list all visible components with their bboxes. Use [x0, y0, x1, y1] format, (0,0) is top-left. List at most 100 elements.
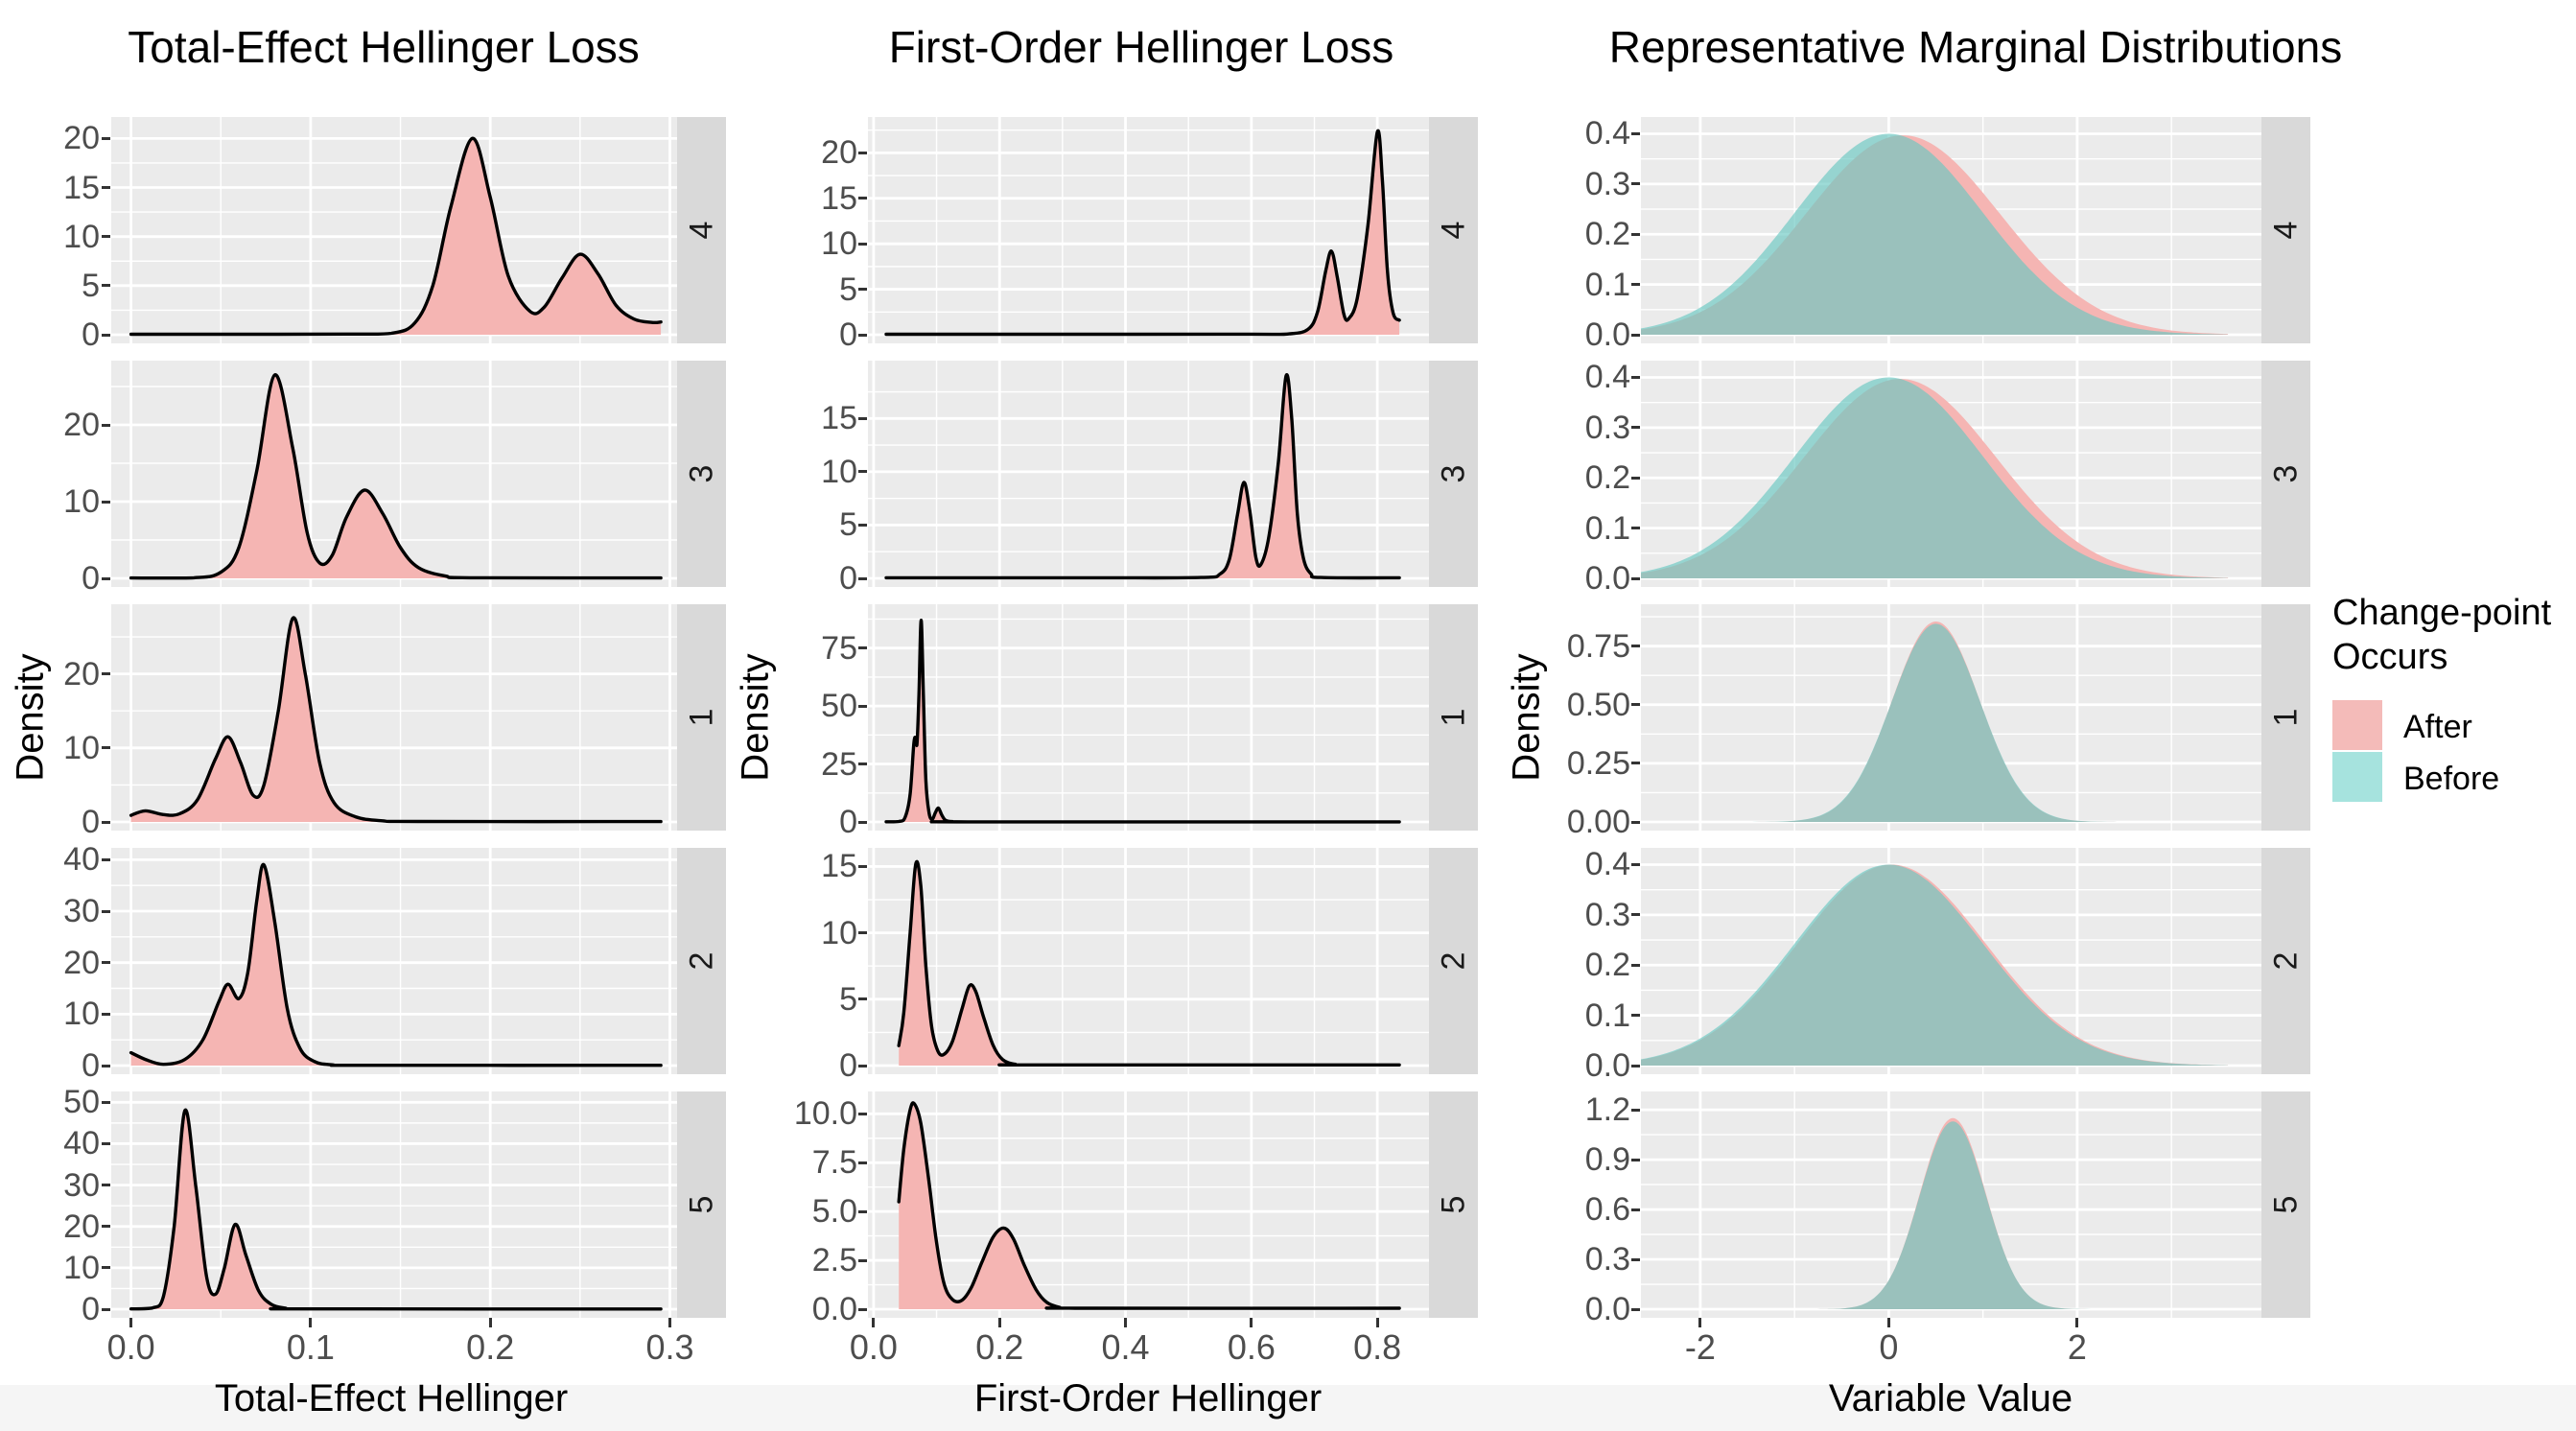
y-tick-label: 0.2: [1584, 459, 1630, 497]
y-tick-mark: [102, 1225, 110, 1229]
y-tick-label: 15: [63, 169, 100, 206]
density-plot-col2-facet-4: [868, 117, 1429, 343]
y-tick-label: 10: [63, 483, 100, 520]
y-tick-mark: [1631, 576, 1640, 580]
facet-strip-col2-4: 4: [1429, 117, 1478, 343]
y-tick-mark: [858, 523, 867, 527]
y-tick-mark: [1631, 1307, 1640, 1311]
facet-panel-col3-row4: [1641, 117, 2261, 343]
y-tick-label: 0.4: [1584, 359, 1630, 396]
x-tick-label: 0.0: [849, 1327, 898, 1367]
y-tick-label: 30: [63, 893, 100, 930]
y-tick-label: 5: [839, 270, 857, 308]
y-tick-mark: [102, 500, 110, 504]
y-tick-mark: [102, 820, 110, 824]
y-tick-label: 0.0: [1584, 317, 1630, 353]
facet-panel-col1-row4: [111, 117, 677, 343]
y-tick-mark: [858, 151, 867, 154]
facet-strip-label: 5: [2267, 1195, 2304, 1214]
x-tick-label: 0.0: [106, 1327, 155, 1367]
facet-strip-col1-1: 1: [677, 604, 726, 831]
y-tick-mark: [858, 416, 867, 420]
y-tick-mark: [102, 1064, 110, 1067]
density-plot-col2-facet-3: [868, 361, 1429, 587]
facet-strip-label: 3: [683, 464, 719, 483]
y-tick-mark: [1631, 182, 1640, 186]
plot-title-first-order: First-Order Hellinger Loss: [888, 22, 1394, 72]
facet-strip-label: 4: [1435, 221, 1471, 240]
x-tick-label: 0.1: [286, 1327, 335, 1367]
plot-title-marginals: Representative Marginal Distributions: [1608, 22, 2343, 72]
y-tick-mark: [858, 1258, 867, 1262]
y-tick-mark: [102, 1141, 110, 1145]
y-tick-label: 15: [821, 848, 857, 885]
y-tick-mark: [102, 961, 110, 965]
facet-strip-label: 1: [1435, 708, 1471, 727]
y-axis-title-col3: Density: [1505, 653, 1548, 782]
y-tick-label: 2.5: [811, 1242, 857, 1279]
x-tick-mark: [2075, 1318, 2079, 1327]
y-tick-mark: [858, 1209, 867, 1213]
y-tick-mark: [1631, 1158, 1640, 1161]
facet-panel-col2-row4: [868, 117, 1429, 343]
y-tick-label: 0: [82, 1047, 100, 1084]
y-tick-label: 0: [839, 804, 857, 840]
bottom-band: [0, 1385, 2576, 1431]
y-tick-label: 0.3: [1584, 165, 1630, 202]
y-tick-label: 0.1: [1584, 266, 1630, 303]
x-tick-label: 0.8: [1353, 1327, 1402, 1367]
y-tick-mark: [858, 997, 867, 1001]
y-tick-label: 15: [821, 400, 857, 437]
facet-panel-col2-row3: [868, 361, 1429, 587]
y-tick-label: 0.2: [1584, 216, 1630, 253]
y-tick-label: 0: [839, 560, 857, 597]
y-tick-mark: [1631, 1208, 1640, 1211]
y-tick-label: 0: [82, 317, 100, 353]
y-tick-mark: [102, 857, 110, 861]
legend-label-after: After: [2403, 709, 2472, 745]
facet-strip-col3-5: 5: [2261, 1091, 2310, 1318]
y-tick-mark: [858, 646, 867, 650]
y-tick-mark: [1631, 820, 1640, 824]
x-tick-mark: [488, 1318, 492, 1327]
facet-panel-col3-row5: [1641, 1091, 2261, 1318]
y-tick-label: 0.0: [1584, 560, 1630, 597]
y-tick-mark: [1631, 862, 1640, 866]
y-tick-label: 50: [63, 1084, 100, 1121]
x-tick-label: 2: [2067, 1327, 2087, 1367]
x-tick-label: 0.3: [645, 1327, 694, 1367]
facet-strip-label: 2: [683, 951, 719, 971]
y-tick-label: 10: [63, 1249, 100, 1286]
y-tick-label: 0: [82, 560, 100, 597]
y-tick-label: 40: [63, 1125, 100, 1162]
facet-strip-col2-2: 2: [1429, 848, 1478, 1074]
y-tick-label: 0.4: [1584, 115, 1630, 152]
x-tick-mark: [1375, 1318, 1379, 1327]
density-plot-col3-facet-5: [1641, 1091, 2261, 1318]
y-tick-mark: [102, 235, 110, 239]
y-tick-mark: [858, 288, 867, 292]
y-tick-mark: [102, 284, 110, 288]
y-tick-label: 0.75: [1566, 627, 1630, 665]
y-tick-mark: [858, 704, 867, 708]
legend-swatch-after: [2332, 700, 2382, 750]
y-tick-label: 20: [63, 944, 100, 981]
y-tick-mark: [1631, 375, 1640, 379]
y-tick-mark: [102, 1100, 110, 1104]
y-tick-label: 0: [839, 317, 857, 353]
y-tick-mark: [102, 672, 110, 676]
y-tick-label: 0.2: [1584, 947, 1630, 984]
density-plot-col3-facet-4: [1641, 117, 2261, 343]
x-tick-mark: [668, 1318, 671, 1327]
y-tick-mark: [858, 1112, 867, 1115]
y-tick-mark: [1631, 476, 1640, 480]
y-tick-mark: [858, 242, 867, 246]
density-plot-col1-facet-3: [111, 361, 677, 587]
x-tick-label: 0: [1879, 1327, 1899, 1367]
y-tick-mark: [1631, 1014, 1640, 1018]
facet-strip-col3-1: 1: [2261, 604, 2310, 831]
density-plot-col1-facet-1: [111, 604, 677, 831]
y-tick-mark: [102, 1266, 110, 1270]
y-tick-label: 0.4: [1584, 846, 1630, 883]
